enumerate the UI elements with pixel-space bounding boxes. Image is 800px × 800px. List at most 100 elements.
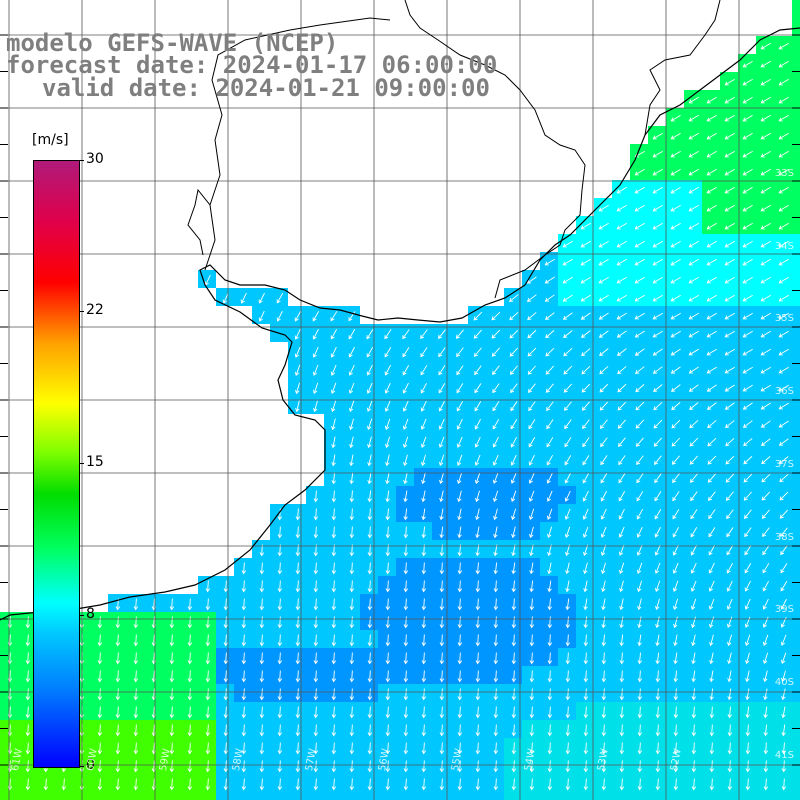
wind-cell <box>108 594 126 612</box>
wind-cell <box>774 54 792 72</box>
wind-cell <box>396 630 414 648</box>
wind-cell <box>720 288 738 306</box>
wind-arrow <box>97 778 103 791</box>
wind-cell <box>792 738 800 756</box>
wind-arrow <box>689 473 698 483</box>
wind-cell <box>702 774 720 792</box>
wind-arrow <box>781 760 787 773</box>
wind-cell <box>324 306 342 324</box>
wind-cell <box>288 396 306 414</box>
wind-cell <box>378 432 396 450</box>
wind-cell <box>612 540 630 558</box>
wind-arrow <box>655 652 660 665</box>
wind-arrow <box>493 706 499 719</box>
wind-arrow <box>727 724 733 737</box>
wind-cell <box>720 486 738 504</box>
wind-cell <box>270 702 288 720</box>
wind-cell <box>756 414 774 432</box>
wind-arrow <box>600 490 607 502</box>
wind-cell <box>540 594 558 612</box>
wind-cell <box>684 702 702 720</box>
wind-cell <box>90 702 108 720</box>
wind-arrow <box>385 454 390 467</box>
wind-arrow <box>223 598 229 611</box>
wind-arrow <box>726 509 734 520</box>
wind-cell <box>378 324 396 342</box>
wind-arrow <box>169 598 175 611</box>
wind-cell <box>558 252 576 270</box>
wind-cell <box>612 504 630 522</box>
wind-cell <box>594 594 612 612</box>
wind-cell <box>432 342 450 360</box>
wind-cell <box>162 594 180 612</box>
wind-cell <box>18 612 36 630</box>
wind-cell <box>558 450 576 468</box>
wind-cell <box>270 720 288 738</box>
wind-cell <box>270 576 288 594</box>
wind-cell <box>630 612 648 630</box>
wind-cell <box>288 540 306 558</box>
wind-arrow <box>725 420 735 428</box>
wind-arrow <box>349 436 354 449</box>
wind-cell <box>720 558 738 576</box>
wind-cell <box>414 396 432 414</box>
wind-arrow <box>439 778 445 791</box>
wind-cell <box>270 792 288 800</box>
wind-cell <box>792 90 800 108</box>
wind-cell <box>270 612 288 630</box>
wind-cell <box>774 144 792 162</box>
wind-arrow <box>133 652 139 665</box>
wind-cell <box>684 684 702 702</box>
wind-arrow <box>331 742 337 755</box>
wind-cell <box>702 540 720 558</box>
colorbar <box>33 160 80 768</box>
wind-cell <box>396 414 414 432</box>
wind-arrow <box>277 508 283 521</box>
wind-cell <box>378 576 396 594</box>
wind-cell <box>738 630 756 648</box>
wind-arrow <box>706 168 717 176</box>
wind-cell <box>792 126 800 144</box>
wind-arrow <box>510 419 518 430</box>
wind-cell <box>234 594 252 612</box>
wind-cell <box>684 234 702 252</box>
wind-cell <box>324 504 342 522</box>
wind-cell <box>792 774 800 792</box>
wind-arrow <box>763 652 769 665</box>
wind-cell <box>486 774 504 792</box>
wind-arrow <box>778 240 789 248</box>
wind-cell <box>360 468 378 486</box>
wind-arrow <box>475 706 481 719</box>
wind-arrow <box>349 706 355 719</box>
wind-arrow <box>403 580 409 593</box>
wind-cell <box>450 576 468 594</box>
wind-cell <box>342 684 360 702</box>
wind-arrow <box>637 778 643 791</box>
wind-cell <box>702 90 720 108</box>
wind-arrow <box>619 598 624 611</box>
wind-cell <box>180 594 198 612</box>
wind-arrow <box>241 580 247 593</box>
wind-cell <box>324 792 342 800</box>
wind-cell <box>792 180 800 198</box>
wind-arrow <box>439 562 445 575</box>
wind-cell <box>540 792 558 800</box>
wind-cell <box>792 234 800 252</box>
wind-cell <box>756 288 774 306</box>
wind-cell <box>378 594 396 612</box>
wind-cell <box>522 432 540 450</box>
wind-arrow <box>654 562 661 574</box>
wind-arrow <box>7 724 13 737</box>
wind-arrow <box>313 670 319 683</box>
wind-cell <box>774 594 792 612</box>
wind-cell <box>576 288 594 306</box>
wind-arrow <box>474 472 481 484</box>
wind-cell <box>414 540 432 558</box>
wind-cell <box>414 774 432 792</box>
wind-cell <box>792 576 800 594</box>
wind-cell <box>792 540 800 558</box>
wind-cell <box>684 468 702 486</box>
wind-arrow <box>580 258 591 266</box>
wind-cell <box>234 630 252 648</box>
wind-cell <box>288 378 306 396</box>
